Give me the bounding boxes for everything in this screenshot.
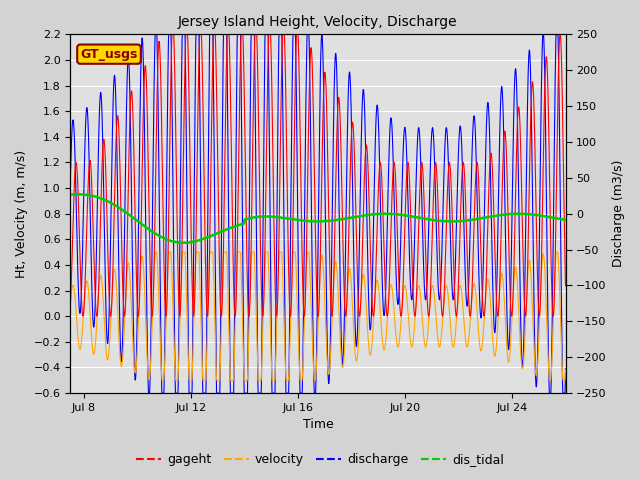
discharge xyxy=(548,369,556,375)
gageht xyxy=(168,25,176,31)
dis_tidal xyxy=(92,194,100,200)
velocity xyxy=(548,368,556,373)
dis_tidal xyxy=(548,215,556,220)
discharge xyxy=(562,366,570,372)
gageht xyxy=(294,37,302,43)
dis_tidal xyxy=(180,240,188,246)
dis_tidal xyxy=(294,217,302,223)
dis_tidal xyxy=(457,218,465,224)
velocity xyxy=(548,363,556,369)
discharge xyxy=(145,390,152,396)
velocity xyxy=(152,249,159,255)
Legend: gageht, velocity, discharge, dis_tidal: gageht, velocity, discharge, dis_tidal xyxy=(131,448,509,471)
gageht xyxy=(562,283,570,289)
Line: dis_tidal: dis_tidal xyxy=(70,194,566,243)
Text: GT_usgs: GT_usgs xyxy=(80,48,138,60)
discharge xyxy=(92,284,99,290)
velocity xyxy=(158,377,166,383)
gageht xyxy=(549,313,557,319)
Title: Jersey Island Height, Velocity, Discharge: Jersey Island Height, Velocity, Discharg… xyxy=(178,15,458,29)
velocity xyxy=(92,338,99,344)
Line: discharge: discharge xyxy=(70,35,566,393)
discharge xyxy=(308,222,316,228)
Y-axis label: Discharge (m3/s): Discharge (m3/s) xyxy=(612,160,625,267)
velocity xyxy=(308,317,316,323)
Line: gageht: gageht xyxy=(70,28,566,316)
dis_tidal xyxy=(548,215,556,220)
Y-axis label: Ht, Velocity (m, m/s): Ht, Velocity (m, m/s) xyxy=(15,150,28,278)
dis_tidal xyxy=(562,217,570,223)
discharge xyxy=(548,356,556,361)
gageht xyxy=(547,263,555,268)
Line: velocity: velocity xyxy=(70,252,566,380)
dis_tidal xyxy=(74,192,82,197)
velocity xyxy=(67,301,74,307)
discharge xyxy=(67,175,74,180)
gageht xyxy=(308,46,316,52)
dis_tidal xyxy=(308,218,316,224)
gageht xyxy=(457,212,465,218)
dis_tidal xyxy=(67,192,74,198)
gageht xyxy=(67,301,74,307)
velocity xyxy=(294,340,302,346)
discharge xyxy=(152,32,159,37)
X-axis label: Time: Time xyxy=(303,419,333,432)
velocity xyxy=(562,367,570,372)
discharge xyxy=(294,288,302,294)
velocity xyxy=(457,284,465,289)
gageht xyxy=(92,303,99,309)
discharge xyxy=(457,126,465,132)
gageht xyxy=(548,274,556,279)
